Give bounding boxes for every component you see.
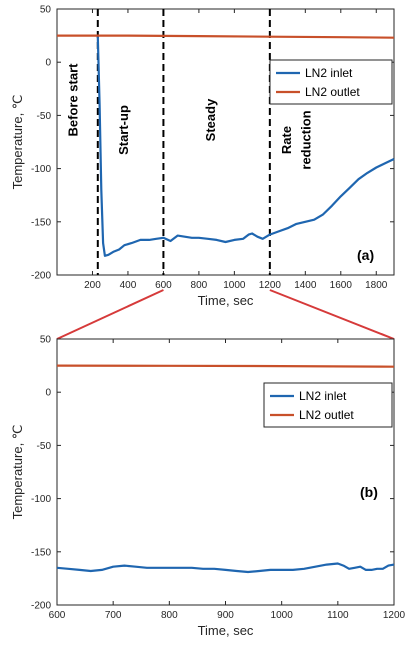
panel-b-ytick-label: 50 xyxy=(40,335,52,346)
panel-a-ytick-label: 0 xyxy=(45,58,51,69)
panel-b-y-axis-label: Temperature, ℃ xyxy=(10,425,25,520)
panel-a-phase-label: Start-up xyxy=(116,105,131,155)
panel-b-legend-box xyxy=(263,382,393,428)
panel-a-ytick-label: -200 xyxy=(31,271,51,282)
panel-a-phase-label: Rate xyxy=(279,126,294,154)
panel-b-chart: -200 -150 -100 -50 0 50 600 700 800 900 1000 1100 12… xyxy=(10,335,406,639)
panel-a-series-inlet-line xyxy=(96,36,395,257)
panel-a-xtick-label: 800 xyxy=(191,280,208,291)
panel-a-ytick-label: -150 xyxy=(31,217,51,228)
panel-b-xtick-label: 900 xyxy=(217,610,234,621)
panel-b-legend-label-outlet: LN2 outlet xyxy=(299,408,354,422)
panel-a-xtick-label: 600 xyxy=(155,280,172,291)
panel-b-xtick-label: 700 xyxy=(105,610,122,621)
panel-b-xtick-label: 1100 xyxy=(327,610,349,621)
panel-b-legend-label-inlet: LN2 inlet xyxy=(299,389,347,403)
panel-b-xtick-label: 600 xyxy=(49,610,66,621)
panel-a-phase-label: Steady xyxy=(203,98,218,141)
panel-b-series-outlet-line xyxy=(56,364,395,368)
panel-a-xtick-label: 400 xyxy=(120,280,137,291)
panel-a-ytick-label: 50 xyxy=(40,5,52,16)
zoom-connector-right xyxy=(269,289,395,340)
panel-b-x-axis-label: Time, sec xyxy=(198,623,254,638)
panel-a-xtick-label: 1600 xyxy=(330,280,353,291)
panel-b-xtick-label: 1200 xyxy=(383,610,406,621)
zoom-connector-left xyxy=(56,289,164,340)
panel-a-legend-label-inlet: LN2 inlet xyxy=(305,66,353,80)
panel-b-panel-label: (b) xyxy=(360,484,378,500)
panel-a-chart: -200 -150 -100 -50 0 50 200 400 600 800 1000 1200 14… xyxy=(10,5,395,308)
panel-a-xtick-label: 200 xyxy=(84,280,101,291)
panel-a-phase-label: Before start xyxy=(65,63,80,137)
zoom-connector-lines xyxy=(56,289,395,340)
panel-b-ytick-label: 0 xyxy=(45,388,51,399)
panel-b-ytick-label: -50 xyxy=(37,441,52,452)
panel-a-ytick-label: -50 xyxy=(37,111,52,122)
panel-a-y-axis-label: Temperature, ℃ xyxy=(10,95,25,190)
panel-a-panel-label: (a) xyxy=(357,247,374,263)
panel-b-ytick-label: -100 xyxy=(31,494,51,505)
panel-a-plot-area xyxy=(56,8,395,276)
panel-b-xtick-label: 800 xyxy=(161,610,178,621)
panel-a-xtick-label: 1400 xyxy=(294,280,317,291)
panel-a-xtick-label: 1800 xyxy=(365,280,388,291)
panel-a-series-outlet-line xyxy=(57,34,395,39)
panel-b-xtick-label: 1000 xyxy=(271,610,294,621)
panel-b-ytick-label: -150 xyxy=(31,547,51,558)
panel-a-xtick-label: 1000 xyxy=(223,280,246,291)
panel-a-legend-label-outlet: LN2 outlet xyxy=(305,85,360,99)
panel-a-xtick-label: 1200 xyxy=(259,280,282,291)
panel-a-legend-box xyxy=(269,59,393,105)
panel-a-ytick-label: -100 xyxy=(31,164,51,175)
panel-b-ytick-label: -200 xyxy=(31,601,51,612)
panel-b-series-inlet-line xyxy=(56,562,395,574)
panel-a-x-axis-label: Time, sec xyxy=(198,293,254,308)
panel-a-phase-label: reduction xyxy=(299,110,314,169)
